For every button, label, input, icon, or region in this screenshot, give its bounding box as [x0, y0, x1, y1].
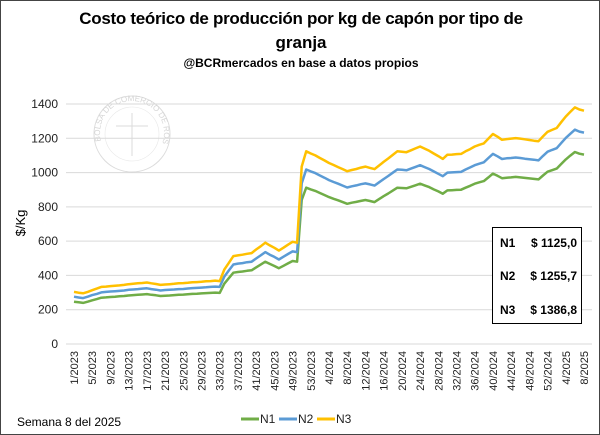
y-tick-label: 1000: [31, 166, 58, 180]
value-row-n2: N2 $ 1255,7: [500, 269, 580, 283]
x-tick-label: 41/2023: [251, 351, 263, 391]
x-tick-label: 5/2023: [87, 351, 99, 385]
chart-title-line1: Costo teórico de producción por kg de ca…: [79, 9, 523, 28]
x-tick-label: 45/2023: [269, 351, 281, 391]
x-tick-label: 13/2023: [124, 351, 136, 391]
y-tick-label: 1400: [31, 97, 58, 111]
value-amount: $ 1386,8: [530, 303, 577, 317]
x-tick-label: 8/2025: [579, 351, 591, 385]
y-tick-label: 600: [38, 234, 58, 248]
y-tick-label: 200: [38, 303, 58, 317]
x-tick-label: 36/2024: [470, 351, 482, 391]
watermark-seal: BOLSA DE COMERCIO DE ROSARIO: [1, 1, 171, 173]
x-tick-label: 52/2024: [543, 351, 555, 391]
value-amount: $ 1125,0: [530, 236, 577, 250]
chart-subtitle: @BCRmercados en base a datos propios: [183, 56, 419, 70]
x-tick-label: 32/2024: [452, 351, 464, 391]
x-tick-label: 12/2024: [360, 351, 372, 391]
x-tick-label: 9/2023: [105, 351, 117, 385]
chart-title-line2: granja: [275, 33, 327, 52]
y-tick-label: 800: [38, 200, 58, 214]
series-line-n3: [73, 106, 585, 295]
watermark-text: BOLSA DE COMERCIO DE ROSARIO: [1, 1, 171, 145]
legend-label: N3: [336, 412, 352, 426]
y-axis-label: $/Kg: [13, 210, 28, 237]
series-line-n1: [73, 150, 585, 305]
x-tick-label: 49/2023: [288, 351, 300, 391]
x-tick-label: 16/2024: [379, 351, 391, 391]
legend-label: N2: [298, 412, 314, 426]
x-tick-label: 4/2025: [561, 351, 573, 385]
x-tick-label: 21/2023: [160, 351, 172, 391]
x-tick-label: 28/2024: [433, 351, 445, 391]
value-row-n3: N3 $ 1386,8: [500, 303, 580, 317]
x-tick-label: 24/2024: [415, 351, 427, 391]
value-label: N1: [500, 236, 516, 250]
x-tick-label: 48/2024: [524, 351, 536, 391]
x-tick-label: 33/2023: [215, 351, 227, 391]
y-tick-label: 0: [51, 337, 58, 351]
x-tick-label: 4/2024: [324, 351, 336, 385]
week-footnote: Semana 8 del 2025: [17, 415, 122, 429]
value-label: N3: [500, 303, 516, 317]
x-tick-label: 17/2023: [142, 351, 154, 391]
latest-values-box: N1 $ 1125,0 N2 $ 1255,7 N3 $ 1386,8: [492, 227, 582, 324]
x-tick-label: 25/2023: [178, 351, 190, 391]
value-label: N2: [500, 269, 516, 283]
x-tick-label: 37/2023: [233, 351, 245, 391]
legend: N1 N2 N3: [241, 412, 352, 426]
y-tick-label: 1200: [31, 131, 58, 145]
legend-label: N1: [260, 412, 276, 426]
x-tick-label: 8/2024: [342, 351, 354, 385]
x-tick-label: 1/2023: [69, 351, 81, 385]
x-tick-label: 40/2024: [488, 351, 500, 391]
y-tick-label: 400: [38, 268, 58, 282]
x-tick-label: 20/2024: [397, 351, 409, 391]
series-line-n2: [73, 128, 585, 300]
x-tick-label: 29/2023: [197, 351, 209, 391]
value-row-n1: N1 $ 1125,0: [500, 236, 580, 250]
x-tick-label: 44/2024: [506, 351, 518, 391]
value-amount: $ 1255,7: [530, 269, 577, 283]
x-tick-label: 53/2023: [306, 351, 318, 391]
